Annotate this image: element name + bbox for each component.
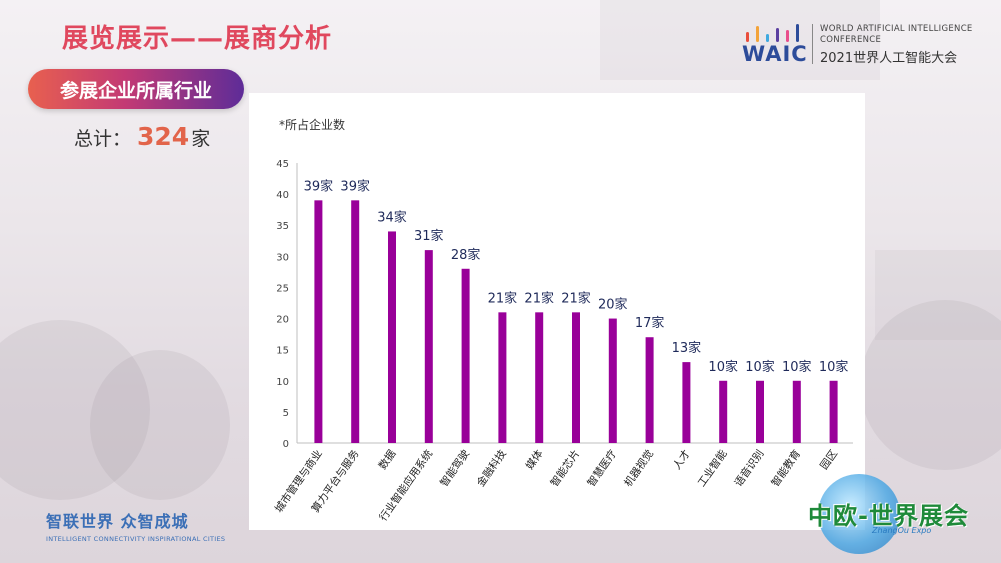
total-unit: 家	[191, 128, 211, 150]
x-category-label: 媒体	[523, 447, 546, 472]
bar-value-label: 34家	[377, 209, 407, 225]
bar-value-label: 39家	[304, 178, 334, 194]
y-tick-label: 0	[283, 439, 289, 450]
bar-value-label: 17家	[635, 315, 665, 331]
waic-english-line-1: WORLD ARTIFICIAL INTELLIGENCE	[820, 24, 973, 34]
slogan-english: INTELLIGENT CONNECTIVITY INSPIRATIONAL C…	[46, 535, 226, 543]
x-category-label: 语音识别	[732, 447, 767, 489]
y-tick-label: 35	[276, 221, 289, 232]
bar	[424, 250, 433, 443]
section-label: 参展企业所属行业	[28, 69, 244, 109]
waic-logo-bar	[766, 34, 769, 42]
background-crowd-shape	[90, 350, 230, 500]
bar-value-label: 10家	[819, 359, 849, 375]
total-label: 总计：	[74, 128, 132, 150]
bar-value-label: 21家	[488, 290, 518, 306]
bar	[498, 312, 507, 443]
background-crowd-shape	[0, 320, 150, 500]
slogan-chinese: 智联世界 众智成城	[46, 512, 189, 531]
waic-logo-bar	[786, 30, 789, 42]
background-booth-shape	[600, 0, 880, 80]
bar	[572, 312, 580, 443]
total-count: 总计： 324 家	[74, 122, 210, 151]
chart-panel: *所占企业数 0 5 10 15 20 25 30 35 40 45 39家 城市管理与商业 39家 算力平…	[249, 93, 865, 530]
waic-english-line-2: CONFERENCE	[820, 35, 882, 45]
x-category-label: 人才	[670, 447, 693, 472]
waic-logo-bar	[746, 32, 749, 42]
bar-chart: *所占企业数05101520253035404539家城市管理与商业39家算力平…	[272, 117, 853, 524]
y-tick-label: 5	[283, 408, 289, 419]
waic-logo-bar	[756, 26, 759, 42]
x-category-label: 智慧医疗	[585, 447, 620, 489]
bar	[682, 362, 691, 443]
y-tick-label: 40	[276, 190, 289, 201]
bar-value-label: 10家	[708, 359, 738, 375]
x-category-label: 机器视觉	[621, 447, 656, 489]
background-booth-shape	[875, 250, 1001, 340]
y-tick-label: 25	[276, 283, 289, 294]
bar-value-label: 10家	[782, 359, 812, 375]
chart-note: *所占企业数	[279, 117, 345, 132]
bar	[792, 380, 801, 443]
bar	[829, 380, 838, 443]
x-category-label: 工业智能	[695, 447, 730, 489]
bar	[314, 200, 323, 443]
waic-logo-bars-icon	[746, 24, 799, 42]
bar-value-label: 10家	[745, 359, 775, 375]
expo-logo-english: ZhangOu Expo	[872, 526, 932, 535]
background-crowd-shape	[860, 300, 1001, 470]
bar-value-label: 21家	[561, 290, 591, 306]
globe-icon	[818, 474, 900, 554]
zhongou-expo-logo: 中欧-世界展会 ZhangOu Expo	[808, 472, 988, 556]
bar-value-label: 31家	[414, 228, 444, 244]
waic-logo-bar	[776, 28, 779, 42]
waic-logo-bar	[796, 24, 799, 42]
bar	[351, 200, 360, 443]
waic-chinese-name: 2021世界人工智能大会	[820, 51, 958, 66]
slogan: 智联世界 众智成城 INTELLIGENT CONNECTIVITY INSPI…	[46, 508, 225, 543]
bar	[756, 380, 764, 443]
bar-value-label: 13家	[672, 340, 702, 356]
bar-value-label: 21家	[524, 290, 554, 306]
bar	[719, 380, 728, 443]
bar	[535, 312, 544, 443]
x-category-label: 数据	[376, 447, 399, 472]
x-category-label: 园区	[818, 448, 840, 472]
total-value: 324	[137, 122, 190, 151]
bar	[388, 231, 396, 443]
y-tick-label: 20	[276, 315, 289, 326]
bar	[461, 268, 470, 443]
y-tick-label: 15	[276, 346, 289, 357]
x-category-label: 智能教育	[769, 447, 804, 489]
bar-value-label: 20家	[598, 297, 628, 313]
logo-divider	[812, 24, 813, 64]
bar	[645, 337, 654, 443]
x-category-label: 智能芯片	[548, 447, 583, 489]
waic-logo: WAIC WORLD ARTIFICIAL INTELLIGENCE CONFE…	[740, 22, 980, 68]
expo-logo-chinese: 中欧-世界展会	[808, 502, 969, 530]
y-tick-label: 10	[276, 377, 289, 388]
page-title: 展览展示——展商分析	[62, 24, 333, 54]
y-tick-label: 30	[276, 252, 289, 263]
bar-value-label: 39家	[340, 178, 370, 194]
bar-value-label: 28家	[451, 247, 481, 263]
y-tick-label: 45	[276, 159, 289, 170]
waic-logo-text: WAIC	[742, 42, 808, 66]
bar	[608, 318, 617, 443]
x-category-label: 智能驾驶	[437, 447, 472, 489]
x-category-label: 金融科技	[474, 447, 509, 489]
